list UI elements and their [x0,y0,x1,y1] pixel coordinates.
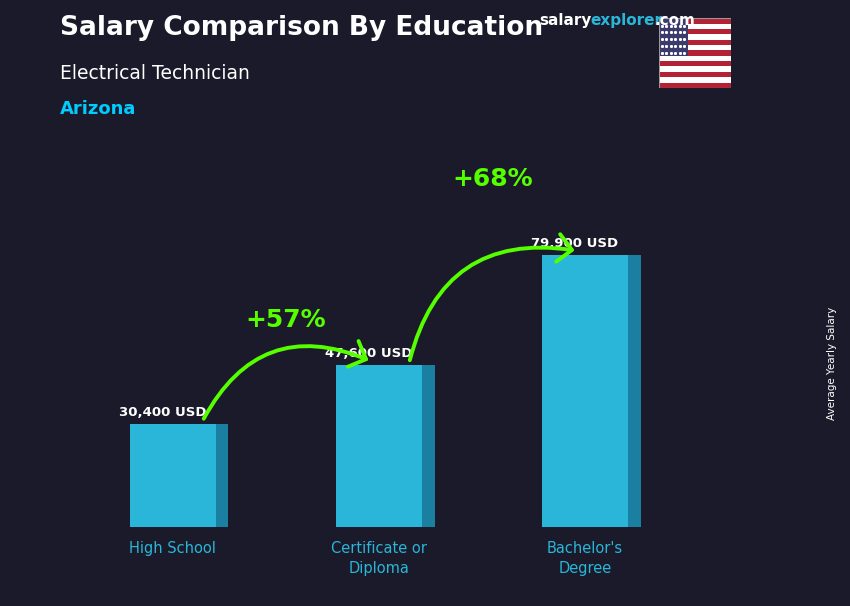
Bar [659,45,731,50]
Polygon shape [422,365,434,527]
Bar [659,39,731,45]
Bar [659,18,731,24]
Bar [659,50,731,56]
FancyArrowPatch shape [204,341,366,419]
Bar [659,35,731,39]
Text: +68%: +68% [452,167,533,191]
Text: 47,600 USD: 47,600 USD [325,347,412,360]
Text: 30,400 USD: 30,400 USD [119,406,207,419]
Polygon shape [628,256,641,527]
Bar [659,82,731,88]
Text: Average Yearly Salary: Average Yearly Salary [827,307,837,420]
Text: salary: salary [540,13,592,28]
Text: .com: .com [654,13,695,28]
Bar [659,61,731,67]
Text: Electrical Technician: Electrical Technician [60,64,249,82]
Bar [659,56,731,61]
Text: Arizona: Arizona [60,100,136,118]
Bar [129,424,216,527]
Bar [659,18,688,56]
Bar [659,67,731,72]
Text: 79,900 USD: 79,900 USD [531,238,618,250]
Bar [336,365,422,527]
Polygon shape [216,424,229,527]
Text: Salary Comparison By Education: Salary Comparison By Education [60,15,542,41]
FancyArrowPatch shape [410,235,572,360]
Bar [659,24,731,29]
Bar [541,256,628,527]
Bar [659,72,731,77]
Bar [659,29,731,35]
Text: +57%: +57% [246,308,326,332]
Text: explorer: explorer [591,13,663,28]
Bar [659,77,731,82]
